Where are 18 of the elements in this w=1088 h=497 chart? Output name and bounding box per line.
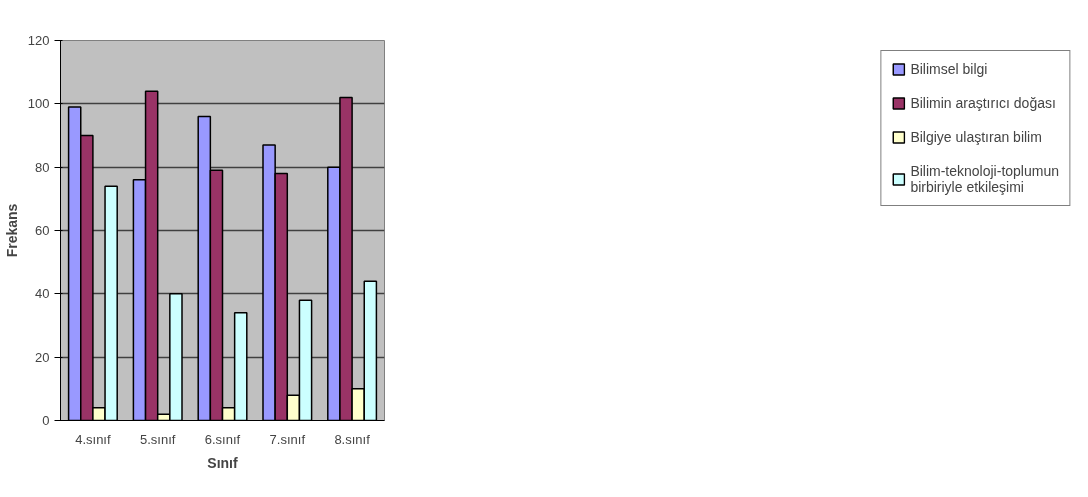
x-tick-label: 4.sınıf [75, 431, 111, 447]
x-tick-label: 7.sınıf [269, 431, 306, 447]
legend-label: Bilgiye ulaştıran bilim [910, 129, 1042, 145]
x-tick-label: 6.sınıf [204, 431, 241, 447]
legend-label: Bilimsel bilgi [910, 61, 988, 77]
x-tick-label: 5.sınıf [140, 431, 176, 447]
legend-label: Bilimin araştırıcı doğası [910, 95, 1056, 111]
legend-label: Bilim-teknoloji-toplumun birbiriyle etkileşimi [910, 163, 1059, 195]
y-axis-title: Frekans [3, 203, 20, 258]
y-tick-label: 80 [35, 159, 50, 175]
x-tick-label: 8.sınıf [334, 431, 371, 447]
y-tick-label: 40 [35, 286, 50, 302]
y-tick-label: 120 [27, 33, 50, 48]
y-tick-label: 60 [35, 223, 50, 238]
y-tick-label: 100 [27, 96, 50, 112]
x-axis-title: Sınıf [207, 454, 238, 471]
y-tick-label: 0 [42, 413, 50, 428]
y-tick-label: 20 [35, 349, 50, 365]
